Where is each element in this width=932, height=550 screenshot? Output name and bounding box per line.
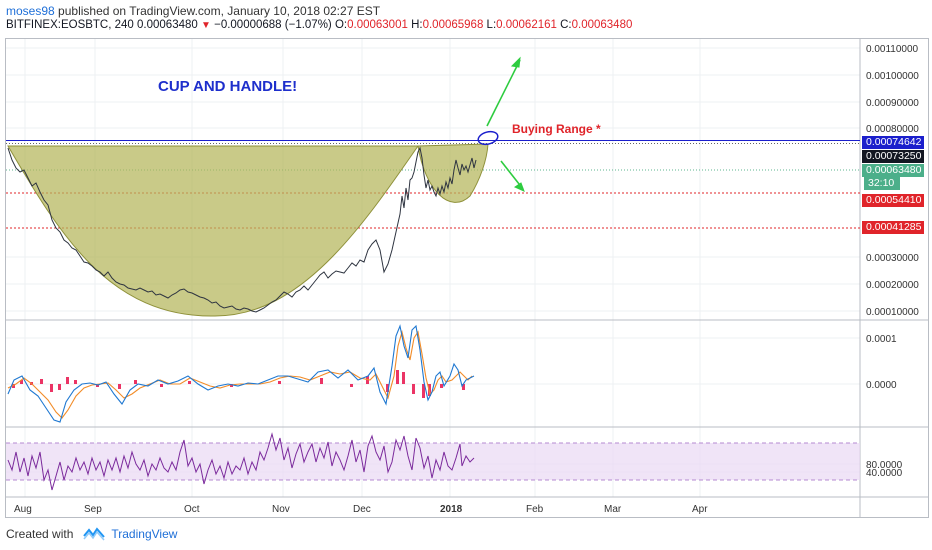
price-series — [7, 146, 477, 313]
cup-shape[interactable] — [7, 145, 419, 317]
time-tick: Apr — [692, 504, 708, 515]
author-link[interactable]: moses98 — [6, 4, 55, 18]
publish-info: moses98 published on TradingView.com, Ja… — [6, 4, 380, 18]
price-tag-red-1[interactable]: 0.00054410 — [862, 194, 924, 207]
macd-tick: 0.0001 — [866, 334, 897, 345]
open-value: 0.00063001 — [347, 19, 408, 31]
time-tick: 2018 — [440, 504, 463, 515]
rsi-tick: 40.0000 — [866, 468, 903, 479]
handle-shape[interactable] — [417, 143, 489, 203]
macd-line — [7, 324, 475, 423]
up-arrow-icon[interactable] — [486, 56, 521, 127]
down-arrow-icon[interactable] — [500, 160, 525, 192]
footer: Created with TradingView — [6, 527, 177, 541]
close-value: 0.00063480 — [571, 19, 633, 31]
price-tick: 0.00080000 — [866, 124, 919, 135]
price-tick: 0.00020000 — [866, 280, 919, 291]
symbol-label[interactable]: BITFINEX:EOSBTC, 240 — [6, 19, 134, 31]
open-label: O: — [334, 19, 348, 31]
price-tag-black[interactable]: 0.00073250 — [862, 150, 924, 163]
time-tick: Dec — [353, 504, 371, 515]
price-tick: 0.00110000 — [866, 44, 919, 55]
signal-line — [7, 329, 473, 419]
high-value: 0.00065968 — [422, 19, 484, 31]
last-price: 0.00063480 — [137, 19, 198, 31]
time-tick: Nov — [272, 504, 290, 515]
time-axis[interactable]: Aug Sep Oct Nov Dec 2018 Feb Mar Apr — [14, 504, 708, 515]
price-tag-red-2[interactable]: 0.00041285 — [862, 221, 924, 234]
down-arrow-icon: ▼ — [201, 20, 211, 31]
price-tag-last: 0.00063480 — [862, 164, 924, 177]
rsi-tick: 80.0000 — [866, 460, 903, 471]
price-tick: 0.00010000 — [866, 307, 919, 318]
low-value: 0.00062161 — [496, 19, 557, 31]
high-label: H: — [411, 19, 423, 31]
macd-axis[interactable]: 0.0001 0.0000 — [866, 334, 897, 391]
time-tick: Sep — [84, 504, 102, 515]
publish-text: published on TradingView.com, January 10… — [58, 4, 381, 18]
time-tick: Feb — [526, 504, 544, 515]
bar-countdown: 32:10 — [864, 177, 900, 190]
price-axis[interactable]: 0.00110000 0.00100000 0.00090000 0.00080… — [866, 44, 919, 318]
pattern-title[interactable]: CUP AND HANDLE! — [158, 78, 297, 95]
macd-tick: 0.0000 — [866, 380, 897, 391]
price-change: −0.00000688 (−1.07%) — [214, 19, 332, 31]
time-tick: Oct — [184, 504, 200, 515]
rsi-line — [7, 432, 475, 491]
breakout-ellipse[interactable] — [477, 130, 499, 147]
created-with-text: Created with — [6, 527, 74, 541]
buying-range-label[interactable]: Buying Range * — [512, 122, 601, 136]
time-tick: Mar — [604, 504, 622, 515]
ohlc-legend: BITFINEX:EOSBTC, 240 0.00063480 ▼ −0.000… — [6, 19, 632, 31]
price-tick: 0.00100000 — [866, 71, 919, 82]
price-tag-blue[interactable]: 0.00074642 — [862, 136, 924, 149]
time-tick: Aug — [14, 504, 32, 515]
tradingview-logo-icon[interactable] — [83, 527, 106, 541]
price-tick: 0.00090000 — [866, 98, 919, 109]
tradingview-link[interactable]: TradingView — [111, 527, 178, 541]
rsi-axis[interactable]: 80.0000 40.0000 — [866, 460, 903, 479]
chart-frame — [5, 38, 929, 518]
low-label: L: — [486, 19, 497, 31]
close-label: C: — [560, 19, 572, 31]
price-tick: 0.00030000 — [866, 253, 919, 264]
